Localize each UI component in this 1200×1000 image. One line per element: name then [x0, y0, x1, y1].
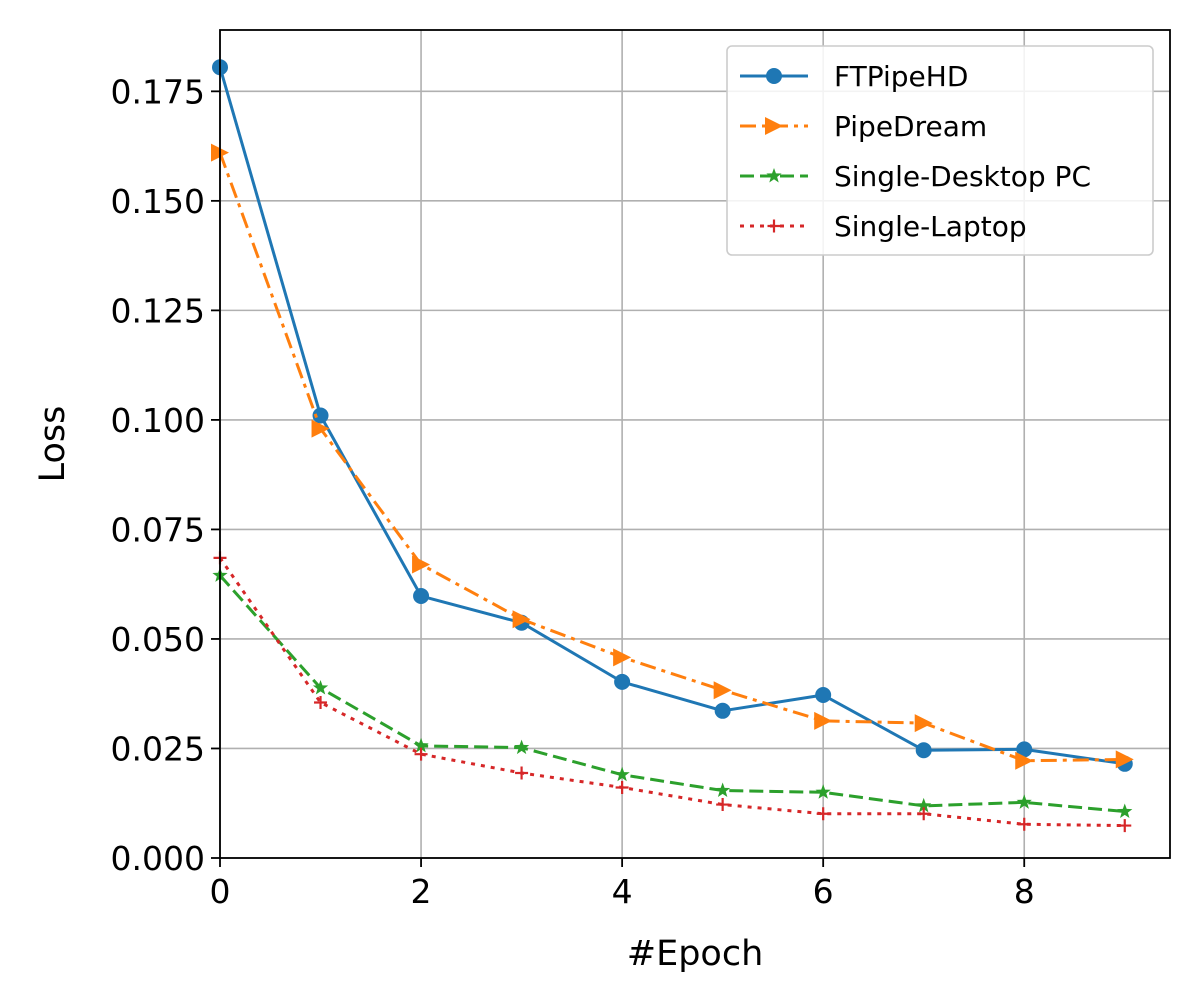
x-tick-label: 8	[1014, 872, 1035, 911]
data-point	[512, 610, 531, 629]
series-line	[218, 557, 1125, 828]
data-point	[312, 680, 329, 695]
y-tick-label: 0.075	[111, 510, 205, 549]
data-point	[815, 687, 832, 704]
legend-entry: PipeDream	[740, 110, 987, 143]
y-tick-label: 0.000	[111, 839, 205, 878]
legend-entry: FTPipeHD	[740, 60, 968, 93]
data-point	[815, 784, 831, 799]
y-tick-label: 0.100	[111, 401, 205, 440]
data-point	[713, 681, 732, 700]
legend-marker	[765, 117, 783, 135]
data-point	[615, 780, 629, 794]
x-tick-label: 2	[411, 872, 432, 911]
data-point	[413, 737, 429, 753]
series-line	[218, 574, 1125, 814]
data-point	[1015, 751, 1034, 770]
series-layer	[211, 59, 1134, 833]
y-tick-label: 0.025	[111, 729, 205, 768]
data-point	[1118, 819, 1132, 833]
data-point	[515, 766, 529, 780]
data-point	[716, 798, 730, 812]
data-point	[915, 742, 932, 759]
data-point	[814, 711, 833, 730]
data-point	[914, 714, 933, 733]
x-tick-label: 6	[813, 872, 834, 911]
axis-ticks: 0 2 4 6 8 0.000 0.025 0.050 0.075 0.100 0.125 0.150…	[111, 72, 1035, 911]
plot-frame	[219, 29, 1171, 859]
data-point	[613, 648, 632, 667]
legend-marker	[766, 68, 782, 84]
legend-label: FTPipeHD	[834, 60, 968, 93]
data-point	[412, 555, 431, 574]
y-tick-label: 0.050	[111, 620, 205, 659]
legend-label: Single-Desktop PC	[834, 160, 1091, 193]
grid	[219, 30, 1170, 859]
data-point	[614, 673, 631, 690]
legend-label: PipeDream	[834, 110, 987, 143]
legend-marker	[766, 168, 782, 183]
data-point	[614, 766, 630, 782]
data-point	[1016, 794, 1032, 809]
data-point	[513, 739, 530, 755]
series-line	[218, 152, 1125, 763]
data-point	[816, 807, 830, 821]
data-point	[312, 407, 329, 424]
series-group	[212, 567, 1133, 819]
data-point	[1115, 750, 1134, 769]
y-tick-label: 0.125	[111, 291, 205, 330]
x-tick-label: 4	[612, 872, 633, 911]
data-point	[414, 747, 428, 761]
data-point	[314, 695, 328, 709]
legend-label: Single-Laptop	[834, 210, 1027, 243]
legend-marker	[767, 219, 781, 233]
x-tick-label: 0	[210, 872, 231, 911]
legend-box	[726, 45, 1154, 256]
data-point	[413, 588, 430, 605]
data-point	[917, 807, 931, 821]
data-point	[715, 782, 731, 798]
legend-entry: Single-Desktop PC	[740, 160, 1091, 193]
data-point	[714, 702, 731, 719]
legend: FTPipeHD PipeDream Single-Desktop PC Single…	[726, 45, 1154, 256]
legend-entry: Single-Laptop	[740, 210, 1027, 243]
data-point	[1017, 817, 1031, 831]
x-axis-title: #Epoch	[627, 934, 764, 974]
y-tick-label: 0.150	[111, 182, 205, 221]
series-group	[211, 143, 1134, 770]
data-point	[916, 797, 932, 813]
y-axis-title: Loss	[33, 406, 73, 483]
data-point	[1117, 803, 1133, 819]
y-tick-label: 0.175	[111, 72, 205, 111]
series-line	[218, 66, 1125, 766]
data-point	[311, 419, 330, 438]
